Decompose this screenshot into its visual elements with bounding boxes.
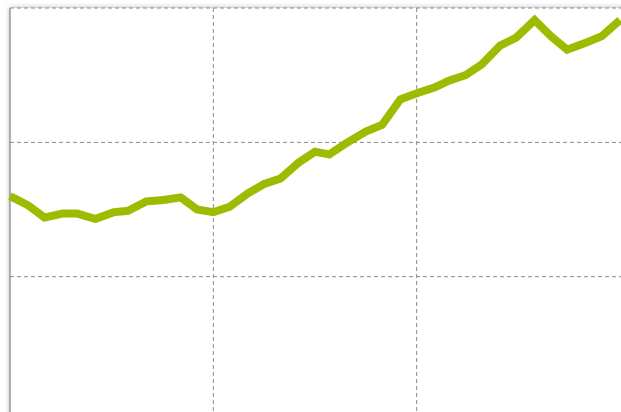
plot-area [10,8,621,412]
data-line [8,14,621,224]
